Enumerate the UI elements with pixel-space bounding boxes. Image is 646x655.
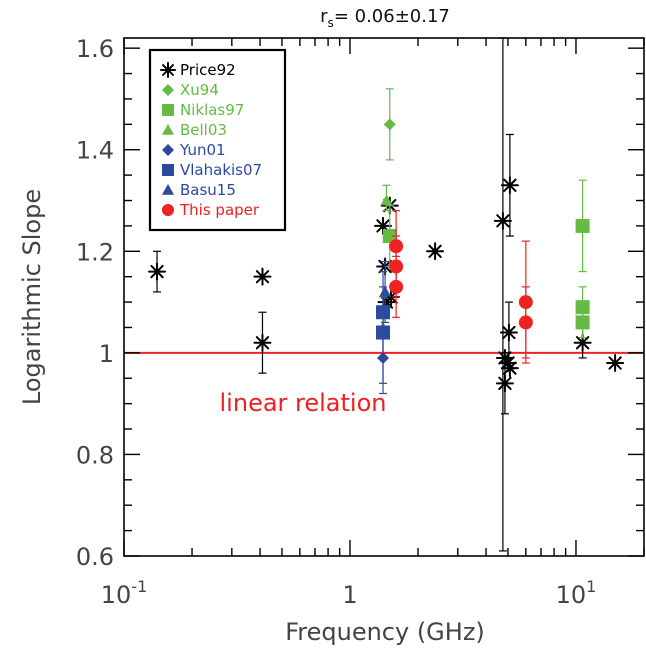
legend-item-price92: Price92 (160, 61, 236, 79)
price92-point (500, 176, 519, 195)
price92-point (500, 359, 519, 378)
legend-marker-bell03 (162, 124, 174, 135)
price92-point (148, 262, 167, 281)
xu94-point (383, 118, 396, 131)
legend-item-bell03: Bell03 (162, 121, 227, 139)
price92-point (495, 374, 514, 393)
vlahakis07-point (376, 305, 391, 320)
niklas97-point (382, 229, 397, 244)
this-paper-point (518, 315, 533, 330)
legend-label-vlahakis07: Vlahakis07 (180, 161, 262, 179)
legend-item-yun01: Yun01 (162, 141, 226, 159)
legend-marker-basu15 (162, 184, 174, 195)
this-paper-point (518, 295, 533, 310)
y-tick-label: 1.2 (76, 238, 114, 266)
legend-label-xu94: Xu94 (180, 81, 219, 99)
legend-marker-this-paper (162, 204, 174, 216)
legend-label-basu15: Basu15 (180, 181, 236, 199)
niklas97-point (575, 218, 590, 233)
y-tick-label: 0.8 (76, 441, 114, 469)
chart-title: rs= 0.06±0.17 (320, 6, 450, 30)
price92-point (253, 267, 272, 286)
legend-box (148, 48, 287, 232)
legend-marker-vlahakis07 (162, 164, 174, 176)
series-xu94 (383, 88, 396, 161)
this-paper-point (389, 239, 404, 254)
y-tick-label: 1.4 (76, 137, 114, 165)
y-tick-label: 1.6 (76, 35, 114, 63)
series-niklas97 (382, 179, 590, 339)
y-axis-title: Logarithmic Slope (18, 189, 46, 405)
x-tick-label: 1 (342, 581, 357, 609)
price92-error-bar (498, 37, 507, 552)
this-paper-point (389, 279, 404, 294)
price92-point (606, 354, 625, 373)
price92-point (493, 211, 512, 230)
legend-marker-xu94 (162, 84, 174, 96)
legend-label-price92: Price92 (180, 61, 236, 79)
y-tick-label: 1 (99, 340, 114, 368)
vlahakis07-point (376, 325, 391, 340)
legend-label-this-paper: This paper (179, 201, 260, 219)
niklas97-point (575, 300, 590, 315)
plot-frame (123, 37, 645, 557)
linear-relation-annotation: linear relation (220, 389, 387, 417)
x-tick-label: 10-1 (101, 577, 148, 609)
basu15-point (379, 285, 392, 297)
legend-label-bell03: Bell03 (180, 121, 227, 139)
legend-item-basu15: Basu15 (162, 181, 236, 199)
price92-point (426, 242, 445, 261)
niklas97-point (575, 315, 590, 330)
legend-item-xu94: Xu94 (162, 81, 219, 99)
legend: Price92 Xu94 Niklas97 Bell03 Yun01 Vlahakis07… (148, 48, 287, 232)
legend-item-niklas97: Niklas97 (162, 101, 244, 119)
x-axis-title: Frequency (GHz) (285, 618, 485, 646)
axes: 0.6 0.8 1 1.2 1.4 1.6 10-1 1 101 (76, 35, 645, 609)
legend-item-vlahakis07: Vlahakis07 (162, 161, 262, 179)
series-this-paper (389, 210, 533, 364)
this-paper-point (389, 259, 404, 274)
bell03-point (380, 194, 393, 206)
legend-marker-price92 (160, 62, 176, 78)
legend-label-niklas97: Niklas97 (180, 101, 244, 119)
legend-label-yun01: Yun01 (179, 141, 226, 159)
price92-point (499, 323, 518, 342)
legend-item-this-paper: This paper (162, 201, 260, 219)
series-basu15 (379, 260, 392, 323)
price92-point (253, 333, 272, 352)
legend-marker-yun01 (162, 144, 174, 156)
data-marks (148, 37, 625, 552)
x-tick-label: 101 (556, 577, 597, 609)
legend-marker-niklas97 (162, 104, 174, 116)
y-tick-label: 0.6 (76, 543, 114, 571)
